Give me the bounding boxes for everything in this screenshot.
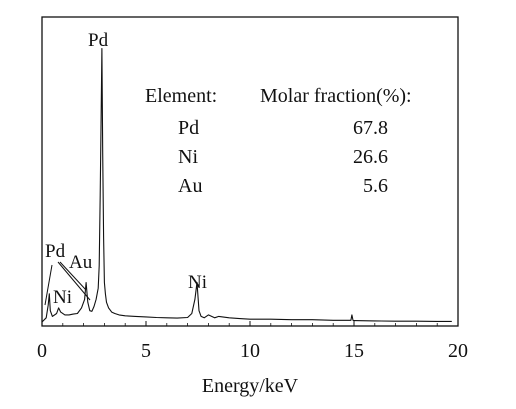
- table-row-element: Pd: [178, 117, 199, 139]
- x-axis: 0 5 10 15 20: [37, 321, 468, 362]
- peak-label-au: Au: [69, 252, 93, 273]
- peak-label-ni-main: Ni: [188, 272, 207, 293]
- x-tick-label: 0: [37, 340, 47, 362]
- table-row-fraction: 67.8: [353, 117, 388, 139]
- x-tick-label: 20: [448, 340, 468, 362]
- x-tick-label: 15: [344, 340, 364, 362]
- x-tick-label: 10: [240, 340, 260, 362]
- table-row-fraction: 5.6: [363, 175, 388, 197]
- table-row-element: Au: [178, 175, 202, 197]
- table-row-element: Ni: [178, 146, 198, 168]
- leader-line-ni: [57, 261, 91, 301]
- peak-label-ni-low: Ni: [53, 287, 72, 308]
- x-tick-label: 5: [141, 340, 151, 362]
- table-row-fraction: 26.6: [353, 146, 388, 168]
- peak-label-pd-low: Pd: [45, 241, 66, 262]
- x-axis-title: Energy/keV: [202, 375, 299, 397]
- table-header-element: Element:: [145, 85, 217, 107]
- table-header-fraction: Molar fraction(%):: [260, 85, 412, 107]
- leader-line-au: [59, 261, 87, 291]
- peak-label-pd-main: Pd: [88, 30, 109, 51]
- spectrum-line: [41, 47, 452, 323]
- leader-line-pd: [44, 264, 53, 306]
